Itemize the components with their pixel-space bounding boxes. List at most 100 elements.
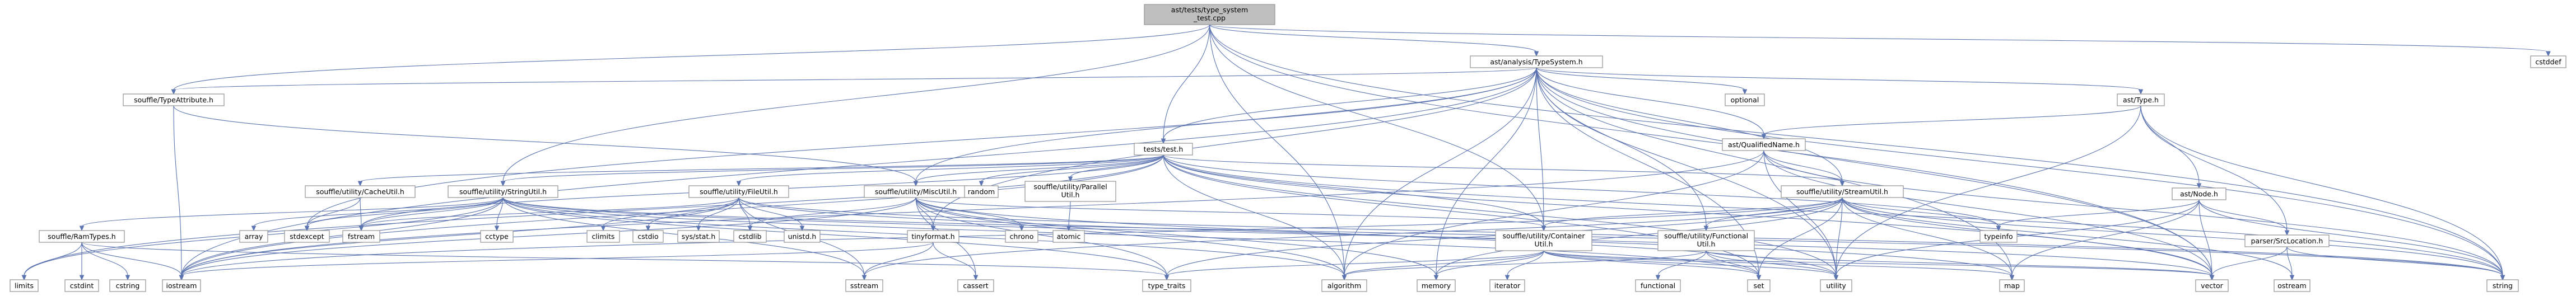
edge-line (1436, 67, 1537, 276)
node-label: cstdlib (738, 232, 761, 241)
node-iostream[interactable]: iostream (162, 279, 201, 292)
node-streamutil[interactable]: souffle/utility/StreamUtil.h (1781, 185, 1904, 198)
edge-line (915, 197, 1437, 276)
edge-arrowhead (2209, 275, 2215, 281)
node-box (733, 230, 767, 243)
edge-line (1209, 24, 2549, 53)
node-cstring[interactable]: cstring (109, 279, 146, 292)
node-tests[interactable]: tests/test.h (1134, 143, 1193, 156)
edge-line (749, 197, 916, 227)
edge-layer (21, 24, 2551, 281)
edge-line (1163, 154, 1345, 276)
node-typeattr[interactable]: souffle/TypeAttribute.h (123, 93, 225, 106)
node-qualname[interactable]: ast/QualifiedName.h (1722, 138, 1806, 151)
node-stringutil[interactable]: souffle/utility/StringUtil.h (448, 185, 558, 198)
node-root[interactable]: ast/tests/type_system_test.cpp (1144, 4, 1275, 25)
node-set[interactable]: set (1747, 279, 1771, 292)
edge-arrowhead (1839, 181, 1845, 187)
edge-arrowhead (1504, 275, 1510, 281)
node-box (1657, 230, 1755, 251)
node-climits[interactable]: climits (586, 230, 620, 243)
node-label: cstddef (2535, 58, 2561, 66)
node-ostream[interactable]: ostream (2274, 279, 2311, 292)
edge-functionalutil-to-algorithm (1341, 250, 1707, 281)
node-label: ast/Type.h (2123, 96, 2159, 104)
node-fileutil[interactable]: souffle/utility/FileUtil.h (688, 185, 789, 198)
edge-line (81, 197, 504, 227)
node-optional[interactable]: optional (1725, 93, 1765, 106)
node-label: cstdio (637, 232, 658, 241)
edge-line (81, 242, 128, 276)
node-iterator[interactable]: iterator (1489, 279, 1525, 292)
edge-line (1763, 150, 1837, 276)
node-srcloc[interactable]: parser/SrcLocation.h (2244, 234, 2330, 247)
node-sstream[interactable]: sstream (845, 279, 883, 292)
node-label: souffle/utility/Functional (1664, 232, 1748, 240)
node-box (342, 230, 380, 243)
node-utility[interactable]: utility (1820, 279, 1852, 292)
node-miscutil[interactable]: souffle/utility/MiscUtil.h (864, 185, 968, 198)
edge-line (1209, 24, 1345, 276)
edge-arrowhead (1019, 225, 1024, 232)
edge-line (502, 154, 1164, 182)
edge-arrowhead (171, 89, 176, 95)
node-box (2195, 279, 2229, 292)
node-algorithm[interactable]: algorithm (1321, 279, 1367, 292)
node-atomic[interactable]: atomic (1052, 230, 1085, 243)
node-fstream[interactable]: fstream (342, 230, 380, 243)
node-box (64, 279, 99, 292)
node-box (1781, 185, 1904, 198)
node-label: climits (592, 232, 615, 241)
node-tinyformat[interactable]: tinyformat.h (907, 230, 959, 243)
node-astnode[interactable]: ast/Node.h (2172, 187, 2226, 200)
node-cstdint[interactable]: cstdint (64, 279, 99, 292)
node-ramtypes[interactable]: souffle/RamTypes.h (39, 230, 125, 243)
node-typeinfo[interactable]: typeinfo (1979, 230, 2018, 243)
node-string[interactable]: string (2486, 279, 2519, 292)
edge-typesystem-to-asttype (1536, 67, 2144, 95)
edge-stringutil-to-ramtypes (79, 197, 504, 232)
node-label: souffle/utility/StreamUtil.h (1796, 187, 1888, 196)
node-type-traits[interactable]: type_traits (1142, 279, 1191, 292)
node-map[interactable]: map (1999, 279, 2025, 292)
node-box (1635, 279, 1681, 292)
node-unistd[interactable]: unistd.h (784, 230, 821, 243)
edge-line (981, 154, 1164, 182)
edge-line (1706, 250, 1759, 276)
edge-arrowhead (179, 275, 184, 281)
node-cctype[interactable]: cctype (480, 230, 514, 243)
edge-line (306, 197, 361, 227)
edge-line (181, 67, 1537, 276)
edge-line (2140, 105, 2503, 276)
node-cassert[interactable]: cassert (957, 279, 994, 292)
edge-line (173, 67, 1537, 91)
edge-line (1163, 154, 1837, 276)
edge-tinyformat-to-iostream (179, 242, 934, 281)
node-random[interactable]: random (964, 185, 999, 198)
node-cstddef[interactable]: cstddef (2530, 55, 2566, 68)
node-vector[interactable]: vector (2195, 279, 2229, 292)
node-typesystem[interactable]: ast/analysis/TypeSystem.h (1470, 55, 1603, 68)
edge-typesystem-to-optional (1536, 67, 1748, 95)
node-functional[interactable]: functional (1635, 279, 1681, 292)
edge-containerutil-to-iterator (1504, 250, 1544, 281)
edge-line (1344, 250, 1544, 276)
edge-line (1536, 67, 1837, 276)
node-cstdlib[interactable]: cstdlib (733, 230, 767, 243)
edge-arrowhead (2289, 275, 2295, 281)
edge-line (915, 197, 1837, 276)
node-array[interactable]: array (239, 230, 268, 243)
node-chrono[interactable]: chrono (1005, 230, 1038, 243)
node-memory[interactable]: memory (1417, 279, 1456, 292)
edge-line (738, 197, 2503, 276)
node-cstdio[interactable]: cstdio (632, 230, 664, 243)
node-sysstat[interactable]: sys/stat.h (677, 230, 720, 243)
edge-tests-to-containerutil (1163, 154, 1546, 232)
node-cacheutil[interactable]: souffle/utility/CacheUtil.h (305, 185, 416, 198)
node-stdexcept[interactable]: stdexcept (284, 230, 330, 243)
node-limits[interactable]: limits (10, 279, 39, 292)
node-asttype[interactable]: ast/Type.h (2117, 93, 2165, 106)
